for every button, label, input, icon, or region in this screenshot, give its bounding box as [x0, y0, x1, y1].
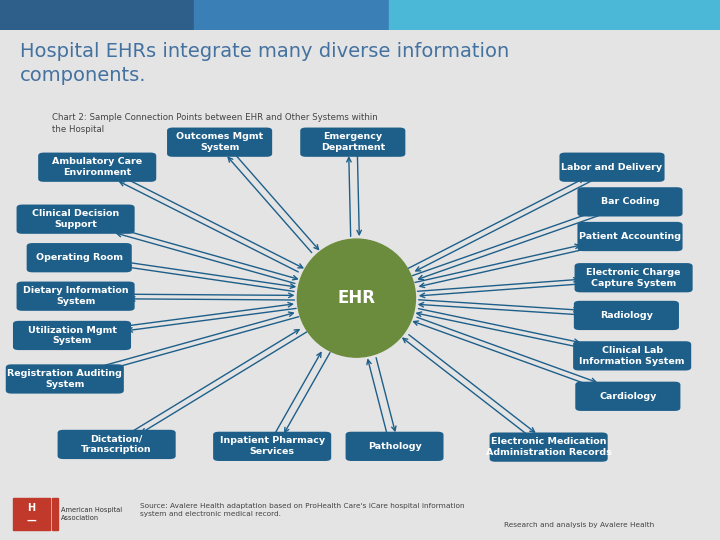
Text: Hospital EHRs integrate many diverse information
components.: Hospital EHRs integrate many diverse inf…: [20, 42, 510, 85]
Text: Patient Accounting: Patient Accounting: [579, 232, 681, 241]
FancyBboxPatch shape: [559, 153, 665, 182]
FancyBboxPatch shape: [577, 222, 683, 251]
Text: EHR: EHR: [338, 289, 375, 307]
Text: Electronic Charge
Capture System: Electronic Charge Capture System: [586, 268, 681, 288]
Text: American Hospital
Association: American Hospital Association: [61, 508, 122, 521]
Text: Operating Room: Operating Room: [36, 253, 122, 262]
Text: Cardiology: Cardiology: [599, 392, 657, 401]
FancyBboxPatch shape: [300, 127, 405, 157]
FancyBboxPatch shape: [27, 243, 132, 272]
Text: Electronic Medication
Administration Records: Electronic Medication Administration Rec…: [486, 437, 611, 457]
Bar: [52, 498, 58, 530]
Text: Clinical Decision
Support: Clinical Decision Support: [32, 210, 120, 229]
FancyBboxPatch shape: [17, 281, 135, 311]
Text: Inpatient Pharmacy
Services: Inpatient Pharmacy Services: [220, 436, 325, 456]
Text: Dictation/
Transcription: Dictation/ Transcription: [81, 435, 152, 454]
Text: Utilization Mgmt
System: Utilization Mgmt System: [27, 326, 117, 346]
Text: Research and analysis by Avalere Health: Research and analysis by Avalere Health: [504, 522, 654, 528]
Text: Emergency
Department: Emergency Department: [320, 132, 385, 152]
Text: Bar Coding: Bar Coding: [600, 197, 660, 206]
Bar: [0, 0, 194, 30]
FancyBboxPatch shape: [13, 321, 131, 350]
FancyBboxPatch shape: [6, 364, 124, 394]
FancyBboxPatch shape: [573, 341, 691, 370]
Text: Labor and Delivery: Labor and Delivery: [562, 163, 662, 172]
FancyBboxPatch shape: [346, 431, 444, 461]
Ellipse shape: [297, 239, 415, 357]
Text: Source: Avalere Health adaptation based on ProHealth Care's iCare hospital infor: Source: Avalere Health adaptation based …: [140, 503, 465, 517]
FancyBboxPatch shape: [38, 153, 156, 182]
FancyBboxPatch shape: [490, 433, 608, 462]
FancyBboxPatch shape: [577, 187, 683, 217]
Text: Ambulatory Care
Environment: Ambulatory Care Environment: [52, 157, 143, 177]
FancyBboxPatch shape: [575, 263, 693, 292]
Text: Clinical Lab
Information System: Clinical Lab Information System: [580, 346, 685, 366]
Text: Dietary Information
System: Dietary Information System: [23, 286, 128, 306]
Bar: [194, 0, 389, 30]
FancyBboxPatch shape: [167, 127, 272, 157]
Text: Radiology: Radiology: [600, 311, 653, 320]
Text: Outcomes Mgmt
System: Outcomes Mgmt System: [176, 132, 264, 152]
FancyBboxPatch shape: [213, 431, 331, 461]
FancyBboxPatch shape: [575, 382, 680, 411]
Text: Chart 2: Sample Connection Points between EHR and Other Systems within
the Hospi: Chart 2: Sample Connection Points betwee…: [52, 113, 377, 134]
FancyBboxPatch shape: [17, 205, 135, 234]
FancyBboxPatch shape: [574, 301, 679, 330]
Text: Pathology: Pathology: [368, 442, 421, 451]
Text: —: —: [27, 516, 37, 525]
Bar: [13, 498, 50, 530]
FancyBboxPatch shape: [58, 430, 176, 459]
Text: Registration Auditing
System: Registration Auditing System: [7, 369, 122, 389]
Bar: [389, 0, 720, 30]
Text: H: H: [27, 503, 36, 513]
